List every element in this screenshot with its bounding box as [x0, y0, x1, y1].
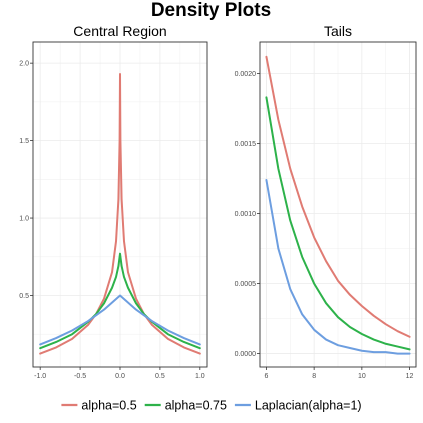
x-tick-label: 8: [312, 373, 316, 380]
x-tick-label: -1.0: [34, 373, 46, 380]
series-line-1: [265, 96, 411, 351]
legend-item-0: alpha=0.5: [61, 399, 137, 413]
panel-title: Tails: [324, 23, 352, 39]
x-tick-label: -0.5: [74, 373, 86, 380]
legend-item-1: alpha=0.75: [144, 399, 227, 413]
y-tick-label: 2.0: [19, 61, 29, 68]
series-line-0: [39, 73, 201, 355]
panel-border: [259, 41, 417, 368]
y-tick-label: 0.5: [19, 293, 29, 300]
chart-panel-1: Tails 6 8 10 12 0.0000 0.0005 0.0010 0.0015 0.002…: [235, 23, 417, 380]
y-tick-label: 0.0005: [235, 281, 257, 288]
x-tick-label: 1.0: [195, 373, 205, 380]
y-tick-label: 0.0010: [235, 211, 257, 218]
y-tick-label: 1.5: [19, 138, 29, 145]
x-tick-label: 10: [358, 373, 366, 380]
series-line-0: [265, 55, 411, 338]
legend-label: alpha=0.75: [165, 399, 227, 413]
legend-item-2: Laplacian(alpha=1): [234, 399, 362, 413]
legend-label: Laplacian(alpha=1): [255, 399, 362, 413]
y-tick-label: 0.0000: [235, 351, 257, 358]
x-tick-label: 12: [406, 373, 414, 380]
y-tick-label: 1.0: [19, 216, 29, 223]
x-tick-label: 0.0: [115, 373, 125, 380]
legend-label: alpha=0.5: [81, 399, 136, 413]
gridlines: [260, 42, 416, 367]
x-tick-label: 6: [264, 373, 268, 380]
figure-title: Density Plots: [151, 0, 271, 21]
series-line-2: [265, 179, 411, 355]
series-line-2: [39, 294, 201, 346]
panel-title: Central Region: [73, 23, 166, 39]
legend: alpha=0.5 alpha=0.75 Laplacian(alpha=1): [61, 399, 362, 413]
y-tick-label: 0.0015: [235, 141, 257, 148]
chart-panels: Central Region -1.0 -0.5 0.0 0.5 1.0 0.5 1.0 1.5…: [19, 23, 417, 380]
x-tick-label: 0.5: [155, 373, 165, 380]
chart-panel-0: Central Region -1.0 -0.5 0.0 0.5 1.0 0.5 1.0 1.5…: [19, 23, 208, 380]
y-tick-label: 0.0020: [235, 71, 257, 78]
